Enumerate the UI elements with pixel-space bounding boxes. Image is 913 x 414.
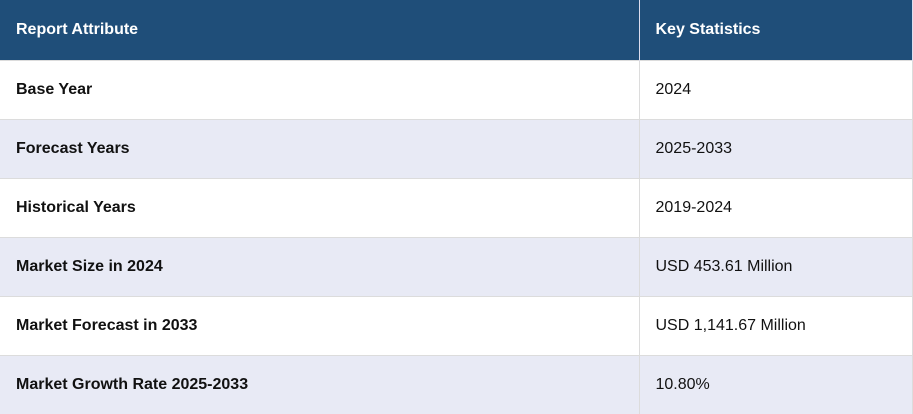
table-row: Historical Years 2019-2024: [0, 178, 913, 238]
value-cell: 2024: [639, 60, 913, 120]
attribute-cell: Market Growth Rate 2025-2033: [0, 355, 640, 414]
attribute-cell: Forecast Years: [0, 119, 640, 179]
value-cell: 2025-2033: [639, 119, 913, 179]
value-cell: USD 453.61 Million: [639, 237, 913, 297]
header-cell: Report Attribute: [0, 0, 640, 61]
value-cell: USD 1,141.67 Million: [639, 296, 913, 356]
attribute-cell: Market Forecast in 2033: [0, 296, 640, 356]
header-cell: Key Statistics: [639, 0, 913, 61]
table-row: Market Growth Rate 2025-2033 10.80%: [0, 355, 913, 414]
attribute-cell: Historical Years: [0, 178, 640, 238]
value-cell: 2019-2024: [639, 178, 913, 238]
table-body: Base Year 2024 Forecast Years 2025-2033 Hist…: [0, 60, 913, 414]
header-row: Report Attribute Key Statistics: [0, 0, 913, 61]
attribute-cell: Market Size in 2024: [0, 237, 640, 297]
attribute-cell: Base Year: [0, 60, 640, 120]
table-row: Market Forecast in 2033 USD 1,141.67 Mill…: [0, 296, 913, 356]
table-row: Base Year 2024: [0, 60, 913, 120]
table-row: Forecast Years 2025-2033: [0, 119, 913, 179]
table-row: Market Size in 2024 USD 453.61 Million: [0, 237, 913, 297]
value-cell: 10.80%: [639, 355, 913, 414]
